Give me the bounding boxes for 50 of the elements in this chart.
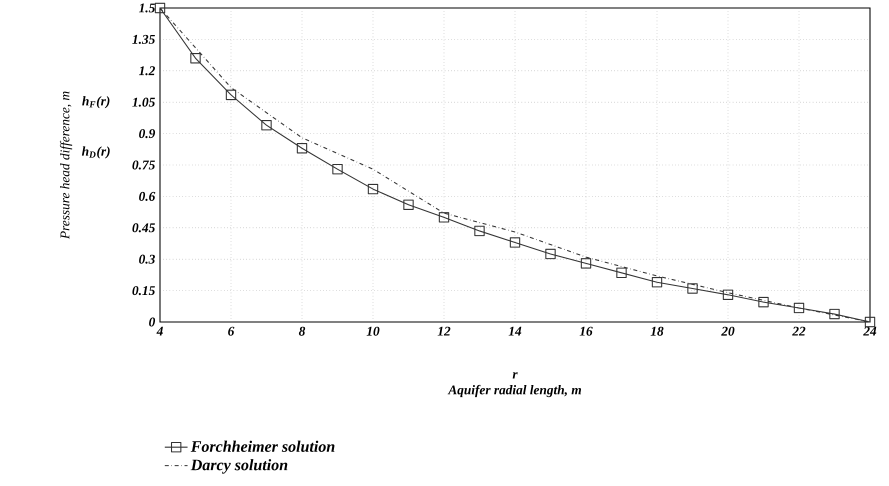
- text: h$_{F}$(r): [82, 96, 110, 108]
- x-tick-label: 6: [228, 326, 234, 336]
- point: [438, 212, 450, 223]
- legend-label: Darcy solution: [190, 459, 288, 474]
- point: [687, 283, 698, 294]
- point: [190, 53, 201, 64]
- point: [864, 316, 876, 328]
- point: [652, 277, 662, 288]
- y-tick-label: 1.5: [138, 4, 155, 12]
- text: r: [512, 372, 518, 379]
- y-tick-label: 0.9: [139, 129, 156, 138]
- x-tick-label: 14: [508, 326, 522, 336]
- point: [829, 308, 840, 320]
- point: [226, 90, 236, 100]
- y-axis-title: Pressure head difference, m: [60, 92, 72, 240]
- y-tick-label: 0.15: [132, 286, 155, 296]
- y-tick-label: 0.6: [139, 192, 156, 201]
- point: [794, 302, 804, 314]
- y-tick-label: 1.35: [132, 34, 155, 44]
- x-tick-label: 8: [298, 326, 306, 336]
- x-tick-label: 20: [721, 326, 734, 336]
- point: [545, 248, 556, 260]
- point: [580, 258, 592, 269]
- y-tick-label: 1.2: [138, 66, 155, 76]
- point: [261, 120, 272, 130]
- x-tick-label: 10: [366, 326, 380, 336]
- point: [616, 268, 627, 278]
- legend-label: Forchheimer solution: [190, 440, 334, 452]
- point: [758, 296, 769, 308]
- x-tick-label: 24: [863, 326, 876, 336]
- y-tick-label: 0.3: [139, 254, 155, 264]
- y-tick-label: 0.75: [132, 160, 155, 170]
- y-tick-label: 0.45: [132, 223, 155, 232]
- text: h$_{D}$(r): [82, 146, 110, 158]
- x-tick-label: 18: [650, 326, 664, 336]
- point: [296, 143, 308, 154]
- y-tick-label: 1.05: [132, 98, 155, 107]
- x-tick-label: 4: [156, 326, 163, 336]
- point: [368, 184, 378, 194]
- x-axis-title: Aquifer radial length, m: [448, 384, 582, 398]
- y-tick-label: 0: [149, 318, 156, 326]
- x-tick-label: 22: [792, 326, 806, 336]
- point: [722, 290, 734, 300]
- x-tick-label: 12: [438, 326, 450, 336]
- point: [474, 226, 485, 236]
- x-tick-label: 16: [580, 326, 593, 336]
- point: [154, 2, 166, 14]
- point: [332, 164, 343, 174]
- point: [510, 237, 520, 248]
- point: [403, 200, 414, 210]
